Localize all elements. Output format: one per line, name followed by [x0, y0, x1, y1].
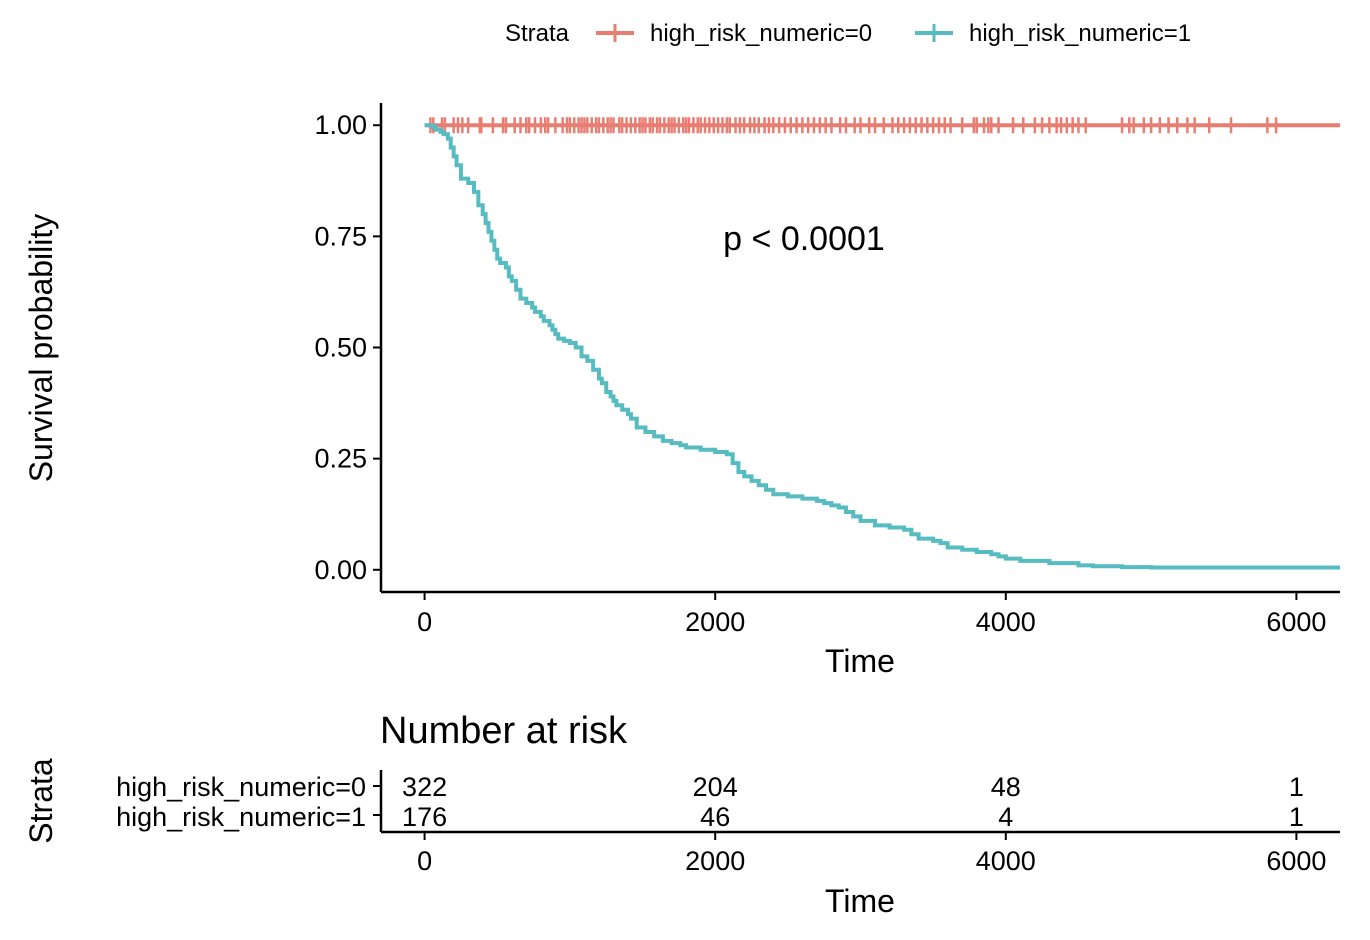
y-tick-label: 0.50	[314, 333, 367, 363]
x-axis-title: Time	[825, 643, 895, 679]
curves	[424, 117, 1340, 570]
risk-count: 4	[998, 802, 1013, 832]
y-tick-label: 0.00	[314, 555, 367, 585]
risk-count: 46	[700, 802, 730, 832]
survival-curve-1	[424, 123, 1340, 570]
risk-row-label-1: high_risk_numeric=1	[116, 802, 366, 832]
risk-x-tick-label: 6000	[1266, 846, 1326, 876]
risk-x-tick-label: 0	[417, 846, 432, 876]
risk-table: Number at risk Strata high_risk_numeric=…	[23, 710, 1340, 919]
risk-row-label-0: high_risk_numeric=0	[116, 772, 366, 802]
risk-count: 48	[991, 772, 1021, 802]
x-tick-label: 6000	[1266, 607, 1326, 637]
legend-label-1: high_risk_numeric=1	[969, 20, 1191, 47]
risk-counts: 322 204 48 1 176 46 4 1	[402, 772, 1304, 832]
x-tick-label: 2000	[685, 607, 745, 637]
y-axis: 0.00 0.25 0.50 0.75 1.00	[314, 103, 383, 592]
p-value-annotation: p < 0.0001	[723, 220, 885, 258]
y-tick-label: 0.25	[314, 444, 367, 474]
x-tick-label: 0	[417, 607, 432, 637]
risk-table-title: Number at risk	[380, 710, 628, 752]
legend-key-0	[596, 24, 634, 42]
legend-key-1	[915, 24, 953, 42]
risk-x-axis: 0 2000 4000 6000	[373, 770, 1340, 876]
x-tick-label: 4000	[976, 607, 1036, 637]
legend-label-0: high_risk_numeric=0	[650, 20, 872, 47]
legend: Strata high_risk_numeric=0 high_risk_num…	[505, 20, 1191, 47]
risk-count: 1	[1289, 802, 1304, 832]
risk-count: 1	[1289, 772, 1304, 802]
risk-count: 176	[402, 802, 447, 832]
risk-x-tick-label: 2000	[685, 846, 745, 876]
legend-title: Strata	[505, 20, 570, 47]
main-plot: 0.00 0.25 0.50 0.75 1.00 0 2000 4000 6000 Survi…	[23, 103, 1340, 679]
y-tick-label: 0.75	[314, 221, 367, 251]
risk-table-y-title: Strata	[23, 758, 59, 844]
x-axis: 0 2000 4000 6000	[381, 590, 1340, 637]
risk-count: 322	[402, 772, 447, 802]
risk-x-tick-label: 4000	[976, 846, 1036, 876]
y-tick-label: 1.00	[314, 110, 367, 140]
y-axis-title: Survival probability	[23, 214, 59, 483]
risk-x-axis-title: Time	[825, 883, 895, 919]
risk-count: 204	[693, 772, 738, 802]
